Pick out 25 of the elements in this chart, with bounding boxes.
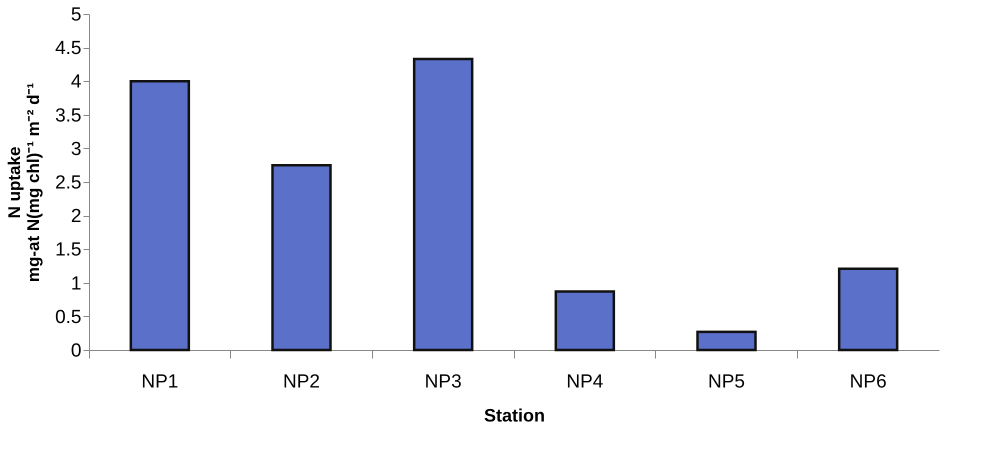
y-tick-label: 2 (70, 206, 82, 228)
bar (130, 80, 190, 352)
y-tick-label: 1.5 (55, 240, 82, 261)
y-tick-label: 0 (70, 340, 82, 362)
x-axis-title: Station (484, 406, 545, 426)
y-axis-title: N uptake mg-at N(mg chl)⁻¹ m⁻² d⁻¹ (5, 82, 44, 282)
x-tick-label: NP4 (566, 372, 604, 392)
x-tick-label: NP3 (424, 372, 462, 392)
bar (554, 290, 616, 352)
y-tick-label: 3.5 (55, 105, 82, 126)
y-tick-label: 0.5 (55, 306, 82, 328)
y-tick-label: 5 (70, 4, 82, 26)
x-tick-label: NP5 (708, 372, 745, 392)
y-tick-label: 2.5 (55, 172, 82, 194)
x-tick-label: NP1 (141, 372, 178, 392)
y-tick-label: 4.5 (55, 38, 82, 60)
bar (271, 164, 332, 352)
y-tick-label: 4 (70, 72, 82, 93)
x-tick-label: NP2 (283, 372, 320, 392)
y-tick-label: 3 (70, 138, 82, 160)
y-tick-label: 1 (70, 273, 82, 294)
bar (838, 267, 898, 352)
bar (696, 330, 757, 352)
bar (412, 58, 474, 352)
x-tick-label: NP6 (850, 372, 887, 392)
